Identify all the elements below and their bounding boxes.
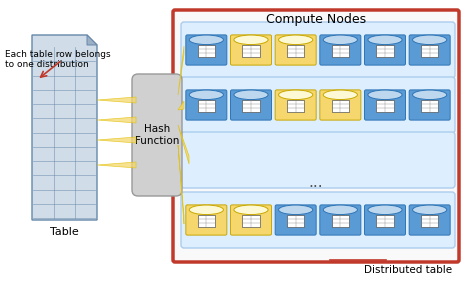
Polygon shape [178, 125, 189, 164]
Polygon shape [97, 137, 136, 143]
Polygon shape [87, 35, 97, 45]
Polygon shape [178, 46, 184, 95]
FancyBboxPatch shape [332, 45, 349, 57]
Ellipse shape [412, 205, 447, 214]
FancyBboxPatch shape [377, 214, 394, 227]
FancyBboxPatch shape [421, 100, 438, 112]
Ellipse shape [412, 35, 447, 45]
Ellipse shape [412, 90, 447, 100]
FancyBboxPatch shape [242, 100, 260, 112]
Polygon shape [178, 101, 184, 110]
FancyBboxPatch shape [181, 192, 455, 248]
FancyBboxPatch shape [409, 35, 450, 65]
Ellipse shape [368, 90, 402, 100]
FancyBboxPatch shape [242, 45, 260, 57]
FancyBboxPatch shape [181, 77, 455, 133]
Ellipse shape [368, 35, 402, 45]
FancyBboxPatch shape [173, 10, 459, 262]
FancyBboxPatch shape [377, 45, 394, 57]
Text: Table: Table [50, 227, 79, 237]
FancyBboxPatch shape [186, 90, 227, 120]
Polygon shape [97, 117, 136, 123]
Ellipse shape [323, 205, 357, 214]
Ellipse shape [368, 205, 402, 214]
Polygon shape [97, 97, 136, 103]
Text: Each table row belongs
to one distribution: Each table row belongs to one distributi… [5, 50, 110, 69]
Ellipse shape [279, 205, 313, 214]
FancyBboxPatch shape [320, 205, 361, 235]
FancyBboxPatch shape [181, 132, 455, 188]
FancyBboxPatch shape [332, 214, 349, 227]
FancyBboxPatch shape [421, 45, 438, 57]
FancyBboxPatch shape [198, 214, 215, 227]
Ellipse shape [279, 35, 313, 45]
FancyBboxPatch shape [409, 90, 450, 120]
FancyBboxPatch shape [409, 205, 450, 235]
Ellipse shape [323, 90, 357, 100]
Polygon shape [178, 145, 184, 224]
Ellipse shape [189, 35, 223, 45]
FancyBboxPatch shape [242, 214, 260, 227]
FancyBboxPatch shape [181, 22, 455, 78]
Ellipse shape [234, 35, 268, 45]
Text: Distributed table: Distributed table [364, 265, 452, 275]
FancyBboxPatch shape [320, 35, 361, 65]
FancyBboxPatch shape [287, 100, 304, 112]
FancyBboxPatch shape [421, 214, 438, 227]
Polygon shape [97, 162, 136, 168]
FancyBboxPatch shape [186, 205, 227, 235]
FancyBboxPatch shape [364, 90, 405, 120]
FancyBboxPatch shape [231, 35, 272, 65]
Ellipse shape [279, 90, 313, 100]
FancyBboxPatch shape [186, 35, 227, 65]
FancyBboxPatch shape [287, 45, 304, 57]
Text: Hash
Function: Hash Function [135, 124, 179, 146]
FancyBboxPatch shape [320, 90, 361, 120]
Ellipse shape [234, 205, 268, 214]
Ellipse shape [323, 35, 357, 45]
FancyBboxPatch shape [275, 35, 316, 65]
Ellipse shape [234, 90, 268, 100]
Text: ...: ... [308, 174, 323, 189]
FancyBboxPatch shape [332, 100, 349, 112]
FancyBboxPatch shape [364, 205, 405, 235]
FancyBboxPatch shape [377, 100, 394, 112]
FancyBboxPatch shape [231, 205, 272, 235]
FancyBboxPatch shape [275, 90, 316, 120]
Polygon shape [32, 35, 97, 220]
FancyBboxPatch shape [198, 100, 215, 112]
FancyBboxPatch shape [287, 214, 304, 227]
FancyBboxPatch shape [275, 205, 316, 235]
Ellipse shape [189, 205, 223, 214]
FancyBboxPatch shape [231, 90, 272, 120]
FancyBboxPatch shape [132, 74, 182, 196]
Text: Compute Nodes: Compute Nodes [266, 13, 366, 26]
FancyBboxPatch shape [198, 45, 215, 57]
FancyBboxPatch shape [364, 35, 405, 65]
Ellipse shape [189, 90, 223, 100]
